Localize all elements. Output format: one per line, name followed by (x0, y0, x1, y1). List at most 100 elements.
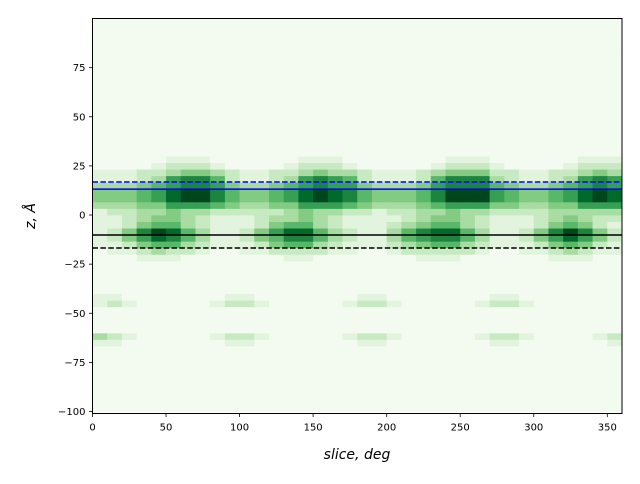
heatmap-cell (489, 215, 505, 222)
heatmap-cell (386, 326, 402, 334)
heatmap-cell (474, 378, 491, 386)
heatmap-cell (136, 129, 152, 137)
heatmap-cell (416, 300, 432, 308)
heatmap-cell (474, 31, 491, 39)
heatmap-cell (445, 234, 461, 242)
heatmap-cell (607, 280, 623, 288)
heatmap-cell (460, 267, 476, 275)
heatmap-cell (121, 195, 138, 203)
heatmap-cell (563, 300, 579, 308)
heatmap-cell (401, 215, 417, 222)
heatmap-cell (151, 293, 167, 301)
heatmap-cell (342, 287, 358, 295)
heatmap-cell (121, 372, 138, 380)
heatmap-cell (298, 31, 314, 39)
heatmap-cell (166, 90, 182, 98)
heatmap-cell (357, 267, 373, 275)
heatmap-cell (548, 110, 564, 118)
heatmap-cell (224, 64, 240, 72)
heatmap-cell (180, 31, 196, 39)
heatmap-cell (254, 84, 270, 91)
heatmap-cell (283, 391, 299, 399)
heatmap-cell (357, 103, 373, 111)
heatmap-cell (460, 260, 476, 268)
heatmap-cell (136, 149, 152, 157)
heatmap-cell (357, 378, 373, 386)
heatmap-cell (416, 44, 432, 52)
heatmap-cell (136, 398, 152, 406)
heatmap-cell (313, 391, 329, 399)
heatmap-cell (313, 162, 329, 170)
heatmap-cell (577, 313, 593, 321)
heatmap-cell (239, 319, 255, 327)
heatmap-cell (533, 208, 549, 216)
heatmap-cell (283, 247, 299, 255)
heatmap-cell (577, 142, 593, 150)
heatmap-cell (298, 300, 314, 308)
heatmap-cell (254, 201, 270, 209)
heatmap-cell (607, 306, 623, 314)
heatmap-cell (342, 175, 358, 183)
heatmap-cell (371, 70, 388, 78)
heatmap-cell (298, 385, 314, 393)
heatmap-cell (386, 162, 402, 170)
heatmap-cell (533, 385, 549, 393)
heatmap-cell (107, 70, 123, 78)
heatmap-cell (166, 129, 182, 137)
heatmap-cell (577, 228, 593, 236)
heatmap-cell (371, 267, 388, 275)
heatmap-cell (519, 70, 535, 78)
heatmap-cell (166, 51, 182, 59)
heatmap-cell (474, 97, 491, 105)
heatmap-cell (430, 260, 446, 268)
heatmap-cell (136, 123, 152, 131)
heatmap-cell (210, 359, 226, 367)
heatmap-cell (460, 51, 476, 59)
heatmap-cell (107, 404, 123, 412)
heatmap-cell (357, 391, 373, 399)
heatmap-cell (474, 162, 491, 170)
heatmap-cell (563, 97, 579, 105)
heatmap-cell (430, 77, 446, 85)
heatmap-cell (298, 175, 314, 183)
heatmap-cell (445, 215, 461, 222)
heatmap-cell (548, 175, 564, 183)
heatmap-cell (430, 372, 446, 380)
heatmap-cell (371, 195, 388, 203)
heatmap-cell (342, 44, 358, 52)
heatmap-cell (401, 398, 417, 406)
heatmap-cell (254, 313, 270, 321)
heatmap-cell (107, 44, 123, 52)
heatmap-cell (180, 247, 196, 255)
heatmap-cell (283, 352, 299, 360)
heatmap-cell (371, 254, 388, 262)
heatmap-cell (386, 188, 402, 196)
heatmap-cell (548, 339, 564, 347)
heatmap-cell (504, 188, 520, 196)
heatmap-cell (151, 97, 167, 105)
heatmap-cell (195, 398, 211, 406)
heatmap-cell (210, 57, 226, 65)
heatmap-cell (607, 25, 623, 33)
heatmap-cell (254, 267, 270, 275)
heatmap-cell (136, 38, 152, 46)
heatmap-cell (342, 398, 358, 406)
heatmap-cell (474, 221, 491, 229)
heatmap-cell (107, 38, 123, 46)
heatmap-cell (298, 319, 314, 327)
heatmap-cell (121, 287, 138, 295)
heatmap-cell (298, 123, 314, 131)
heatmap-cell (195, 57, 211, 65)
heatmap-cell (460, 280, 476, 288)
heatmap-cell (386, 260, 402, 268)
heatmap-cell (327, 346, 343, 353)
heatmap-cell (460, 378, 476, 386)
heatmap-cell (416, 162, 432, 170)
heatmap-cell (151, 221, 167, 229)
heatmap-cell (136, 280, 152, 288)
heatmap-cell (107, 378, 123, 386)
heatmap-cell (210, 313, 226, 321)
heatmap-cell (136, 339, 152, 347)
heatmap-cell (489, 90, 505, 98)
heatmap-cell (607, 51, 623, 59)
